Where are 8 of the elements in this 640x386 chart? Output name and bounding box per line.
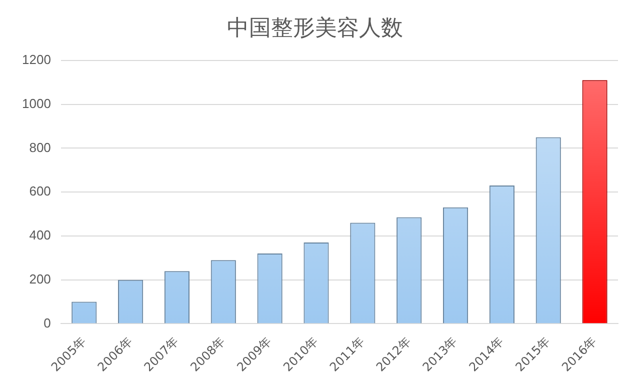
y-tick-label: 800: [29, 140, 51, 155]
y-tick-label: 1200: [22, 52, 51, 67]
y-tick-label: 1000: [22, 96, 51, 111]
chart-title: 中国整形美容人数: [227, 16, 403, 41]
y-tick-label: 400: [29, 228, 51, 243]
y-tick-label: 200: [29, 271, 51, 286]
y-tick-label: 0: [44, 315, 51, 330]
y-tick-label: 600: [29, 184, 51, 199]
